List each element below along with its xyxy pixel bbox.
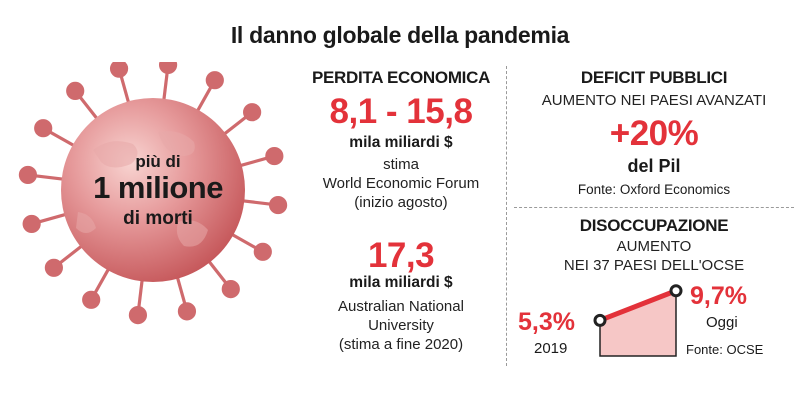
point-2019	[593, 313, 607, 327]
unemployment-end-value: 9,7%	[690, 282, 747, 310]
virus-text-line2: 1 milione	[93, 170, 223, 205]
deficit-header: DEFICIT PUBBLICI	[580, 68, 728, 87]
virus-spike-tip	[44, 258, 63, 277]
unemployment-source: Fonte: OCSE	[686, 342, 764, 357]
unemployment-start-value: 5,3%	[518, 308, 575, 336]
virus-text-line3: di morti	[123, 208, 193, 229]
economic-loss-value1: 8,1 - 15,8	[329, 92, 473, 131]
unemployment-end-label: Oggi	[706, 314, 738, 331]
virus-spike-tip	[66, 81, 85, 100]
economic-loss-source1-line1: stima	[383, 156, 419, 173]
coronavirus-illustration	[18, 62, 288, 325]
virus-spike-tip	[221, 280, 240, 299]
economic-loss-source1-line3: (inizio agosto)	[354, 194, 448, 211]
unemployment-area-chart	[593, 284, 683, 357]
deficit-source: Fonte: Oxford Economics	[577, 182, 731, 197]
virus-spike-tip	[22, 214, 41, 234]
economic-loss-source2-line2: University	[368, 317, 434, 334]
deficit-subheader: AUMENTO NEI PAESI AVANZATI	[541, 92, 767, 109]
virus-spike-tip	[265, 146, 284, 166]
economic-loss-source2-line3: (stima a fine 2020)	[338, 336, 464, 353]
horizontal-divider	[514, 207, 794, 208]
economic-loss-source1-line2: World Economic Forum	[322, 175, 480, 192]
virus-spike-tip	[128, 305, 148, 325]
deficit-value: +20%	[609, 114, 699, 153]
virus-spike-tip	[34, 119, 53, 138]
page-title: Il danno globale della pandemia	[230, 22, 570, 48]
economic-loss-value2: 17,3	[367, 236, 435, 275]
unemployment-sub1: AUMENTO	[616, 238, 692, 255]
virus-spike-tip	[177, 302, 197, 321]
economic-loss-unit2: mila miliardi $	[349, 274, 453, 291]
virus-spike-tip	[253, 242, 272, 261]
virus-text-line1: più di	[135, 152, 181, 171]
unemployment-sub2: NEI 37 PAESI DELL'OCSE	[563, 257, 745, 274]
area-fill	[600, 290, 676, 356]
economic-loss-source2-line1: Australian National	[338, 298, 464, 315]
virus-spike-tip	[109, 62, 129, 78]
economic-loss-unit1: mila miliardi $	[349, 134, 453, 151]
area-frame	[599, 290, 677, 357]
virus-spike-tip	[18, 165, 38, 185]
virus-spike-tip	[82, 290, 101, 309]
unemployment-header: DISOCCUPAZIONE	[579, 216, 729, 235]
unemployment-start-label: 2019	[534, 340, 568, 357]
economic-loss-header: PERDITA ECONOMICA	[311, 68, 491, 87]
vertical-divider	[506, 66, 507, 366]
virus-spike-tip	[243, 103, 262, 122]
point-oggi	[669, 284, 683, 298]
deficit-unit: del Pil	[627, 156, 681, 176]
virus-spike-tip	[158, 62, 178, 75]
area-trend-line	[597, 288, 679, 323]
virus-spike-tip	[205, 71, 224, 90]
virus-spike-tip	[268, 195, 288, 215]
